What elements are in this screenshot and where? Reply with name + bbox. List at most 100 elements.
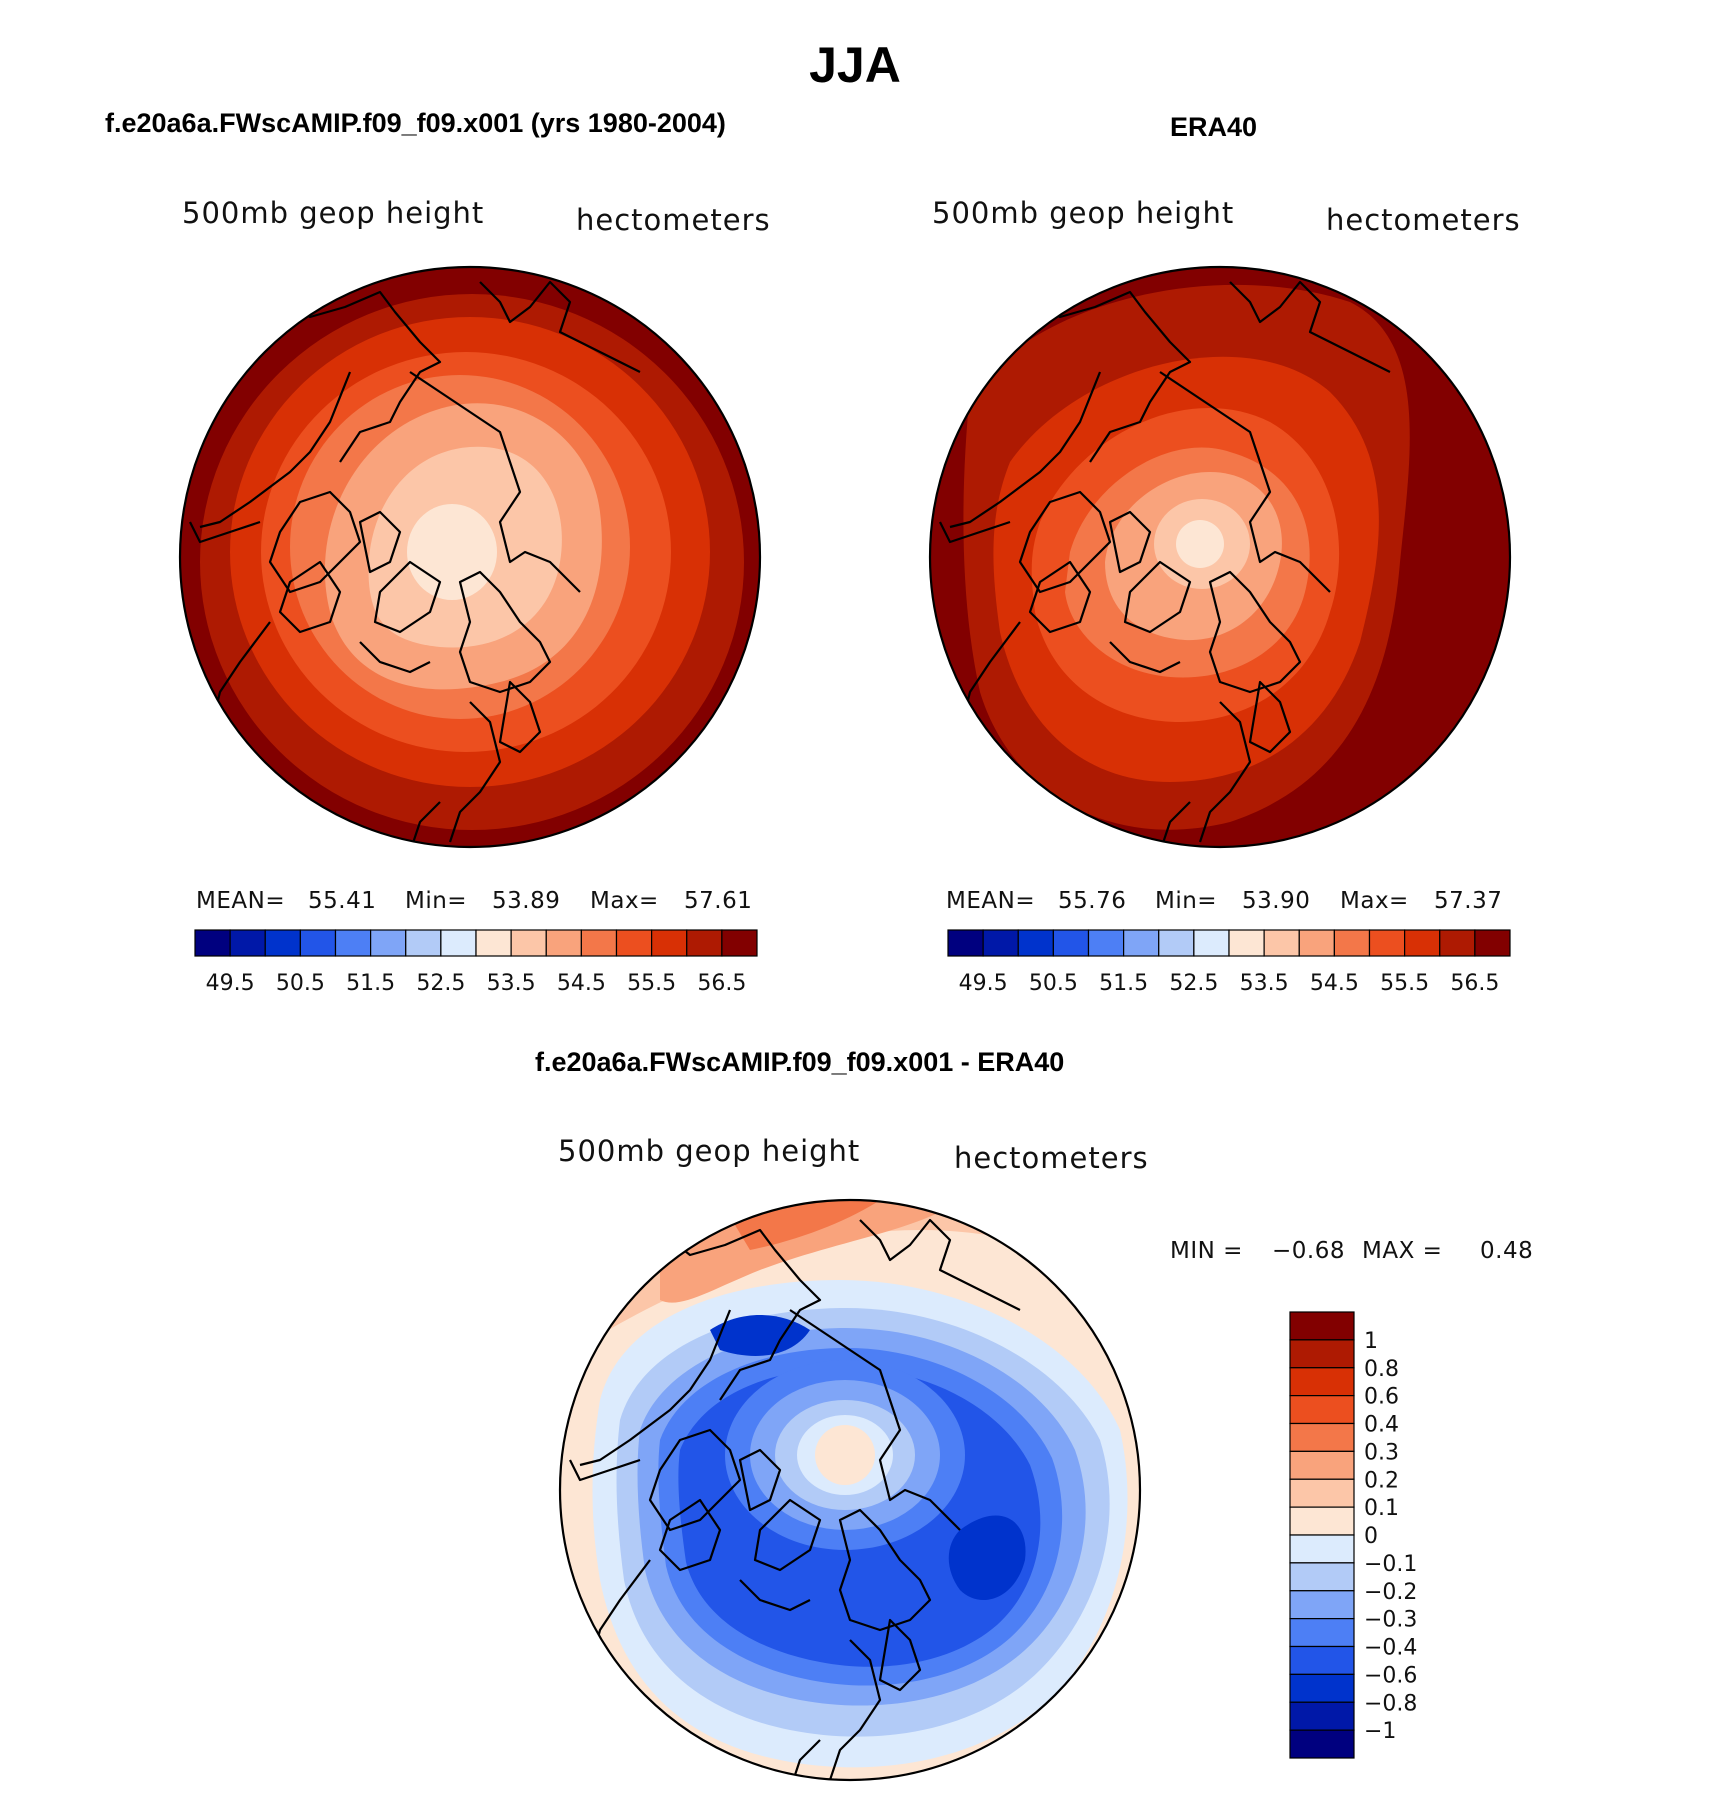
panel-2-map bbox=[928, 265, 1512, 849]
panel-1-colorbar-swatch bbox=[580, 929, 618, 957]
panel-3-min-label: MIN = bbox=[1170, 1238, 1243, 1264]
panel-2-max-label: Max= bbox=[1340, 888, 1409, 914]
panel-1-colorbar-tick-label: 53.5 bbox=[487, 971, 536, 996]
panel-2-title: ERA40 bbox=[1170, 112, 1258, 142]
panel-1-mean-label: MEAN= bbox=[196, 888, 286, 914]
panel-2-colorbar: 49.5 50.5 51.5 52.5 53.5 54.5 55.5 56.5 bbox=[947, 929, 1511, 996]
panel-2-colorbar-swatch bbox=[1193, 929, 1230, 957]
panel-3-colorbar-tick-label: 0.6 bbox=[1364, 1385, 1399, 1410]
panel-3-colorbar: 1 0.8 0.6 0.40.3 0.2 0.1 0 −0.1 −0.2 −0.3 −0.4−0.6… bbox=[1289, 1311, 1417, 1759]
panel-3-colorbar-swatch bbox=[1289, 1729, 1355, 1759]
panel-2-colorbar-swatch bbox=[1052, 929, 1090, 957]
panel-2-variable: 500mb geop height bbox=[932, 196, 1235, 230]
panel-1-colorbar-tick-label: 51.5 bbox=[346, 971, 395, 996]
panel-2-colorbar-tick-label: 52.5 bbox=[1169, 971, 1218, 996]
panel-3-colorbar-tick-label: 0.1 bbox=[1364, 1496, 1399, 1521]
panel-2-colorbar-swatch bbox=[982, 929, 1019, 957]
panel-1-colorbar-swatch bbox=[370, 929, 407, 957]
panel-2-units: hectometers bbox=[1326, 203, 1521, 237]
panel-3-colorbar-swatch bbox=[1289, 1534, 1355, 1564]
panel-3-colorbar-swatch bbox=[1289, 1311, 1355, 1341]
panel-2-colorbar-swatch bbox=[1368, 929, 1406, 957]
panel-1-colorbar-tick-label: 50.5 bbox=[276, 971, 325, 996]
panel-1-colorbar-swatch bbox=[334, 929, 372, 957]
panel-3-colorbar-swatch bbox=[1289, 1673, 1355, 1703]
panel-3-colorbar-tick-label: −0.1 bbox=[1364, 1552, 1417, 1577]
panel-1-colorbar-swatch bbox=[510, 929, 547, 957]
panel-2-colorbar-tick-label: 55.5 bbox=[1380, 971, 1429, 996]
panel-3-colorbar-tick-label: 0.3 bbox=[1364, 1440, 1399, 1465]
figure-title: JJA bbox=[809, 37, 901, 93]
panel-1-colorbar-swatch bbox=[264, 929, 301, 957]
panel-3-colorbar-tick-label: −1 bbox=[1364, 1719, 1396, 1744]
panel-3-colorbar-tick-label: −0.4 bbox=[1364, 1636, 1417, 1661]
panel-1-colorbar-swatch bbox=[545, 929, 582, 957]
panel-1-colorbar-swatch bbox=[721, 929, 758, 957]
panel-3-colorbar-swatch bbox=[1289, 1506, 1355, 1536]
panel-1-colorbar-tick-label: 56.5 bbox=[697, 971, 746, 996]
panel-2-colorbar-swatch bbox=[1123, 929, 1160, 957]
panel-2-mean-label: MEAN= bbox=[946, 888, 1036, 914]
panel-2-colorbar-swatch bbox=[1298, 929, 1335, 957]
panel-1-min-label: Min= bbox=[405, 888, 468, 914]
panel-1-colorbar-swatch bbox=[229, 929, 266, 957]
panel-1-max: 57.61 bbox=[684, 888, 753, 914]
panel-3-colorbar-swatch bbox=[1289, 1367, 1355, 1397]
panel-3-max-label: MAX = bbox=[1362, 1238, 1443, 1264]
panel-1-colorbar-swatch bbox=[615, 929, 653, 957]
panel-1-colorbar-swatch bbox=[686, 929, 723, 957]
panel-3-colorbar-tick-label: 0.2 bbox=[1364, 1468, 1399, 1493]
panel-3-colorbar-swatch bbox=[1289, 1422, 1355, 1452]
panel-3-max: 0.48 bbox=[1480, 1238, 1534, 1264]
panel-3-colorbar-swatch bbox=[1289, 1562, 1355, 1592]
panel-1-colorbar: 49.5 50.5 51.5 52.5 53.5 54.5 55.5 56.5 bbox=[194, 929, 758, 996]
panel-3-colorbar-tick-label: −0.8 bbox=[1364, 1691, 1417, 1716]
panel-2-colorbar-tick-label: 51.5 bbox=[1099, 971, 1148, 996]
panel-2-min: 53.90 bbox=[1242, 888, 1311, 914]
panel-3-colorbar-swatch bbox=[1289, 1645, 1355, 1675]
panel-2-colorbar-swatch bbox=[1228, 929, 1265, 957]
panel-3-colorbar-swatch bbox=[1289, 1478, 1355, 1508]
panel-3-colorbar-tick-label: 0.8 bbox=[1364, 1357, 1399, 1382]
panel-3-title: f.e20a6a.FWscAMIP.f09_f09.x001 - ERA40 bbox=[535, 1047, 1065, 1077]
panel-2-colorbar-swatch bbox=[1474, 929, 1511, 957]
panel-3-variable: 500mb geop height bbox=[558, 1134, 861, 1168]
panel-3-colorbar-tick-label: 0 bbox=[1364, 1524, 1378, 1549]
panel-1-colorbar-swatch bbox=[299, 929, 337, 957]
panel-1-units: hectometers bbox=[576, 203, 771, 237]
panel-3-colorbar-swatch bbox=[1289, 1395, 1355, 1425]
panel-3-colorbar-swatch bbox=[1289, 1618, 1355, 1648]
panel-2-colorbar-tick-label: 54.5 bbox=[1310, 971, 1359, 996]
panel-3-map bbox=[558, 1198, 1142, 1782]
panel-2-max: 57.37 bbox=[1434, 888, 1503, 914]
panel-2-colorbar-swatch bbox=[1158, 929, 1195, 957]
panel-2-colorbar-tick-label: 50.5 bbox=[1029, 971, 1078, 996]
panel-2-min-label: Min= bbox=[1155, 888, 1218, 914]
panel-2-colorbar-swatch bbox=[1404, 929, 1441, 957]
panel-1-map bbox=[178, 265, 762, 849]
panel-1-colorbar-tick-label: 54.5 bbox=[557, 971, 606, 996]
panel-2-colorbar-swatch bbox=[1263, 929, 1300, 957]
panel-1-colorbar-swatch bbox=[194, 929, 231, 957]
panel-1-colorbar-tick-label: 52.5 bbox=[416, 971, 465, 996]
panel-1-colorbar-swatch bbox=[440, 929, 477, 957]
panel-3-colorbar-tick-label: −0.6 bbox=[1364, 1663, 1417, 1688]
panel-1-mean: 55.41 bbox=[308, 888, 377, 914]
panel-1-colorbar-swatch bbox=[651, 929, 688, 957]
panel-3-colorbar-swatch bbox=[1289, 1450, 1355, 1480]
panel-3-colorbar-swatch bbox=[1289, 1590, 1355, 1620]
panel-3-colorbar-tick-label: 0.4 bbox=[1364, 1413, 1399, 1438]
panel-2-colorbar-tick-label: 53.5 bbox=[1240, 971, 1289, 996]
panel-1-variable: 500mb geop height bbox=[182, 196, 485, 230]
panel-1-colorbar-tick-label: 49.5 bbox=[206, 971, 255, 996]
panel-3-colorbar-tick-label: −0.2 bbox=[1364, 1580, 1417, 1605]
panel-3-colorbar-swatch bbox=[1289, 1701, 1355, 1731]
panel-2-colorbar-swatch bbox=[1439, 929, 1476, 957]
panel-1-colorbar-swatch bbox=[405, 929, 442, 957]
panel-3-min: −0.68 bbox=[1272, 1238, 1345, 1264]
panel-3-colorbar-swatch bbox=[1289, 1339, 1355, 1369]
panel-2-colorbar-swatch bbox=[947, 929, 984, 957]
panel-1-colorbar-swatch bbox=[475, 929, 512, 957]
panel-2-colorbar-tick-label: 56.5 bbox=[1450, 971, 1499, 996]
panel-2-colorbar-swatch bbox=[1333, 929, 1371, 957]
